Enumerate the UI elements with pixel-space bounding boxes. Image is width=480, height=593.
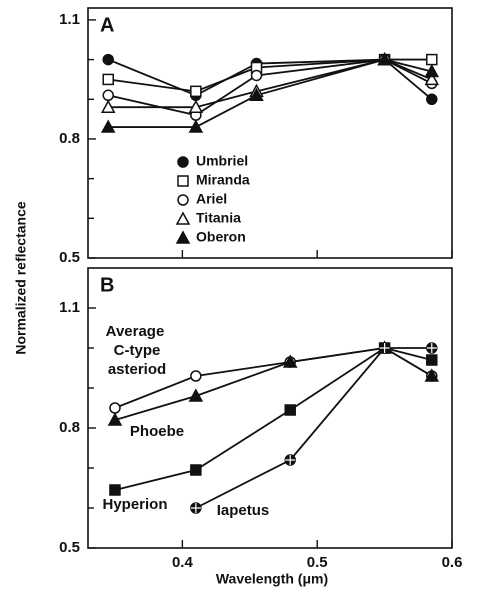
legend-label: Umbriel — [196, 153, 248, 169]
marker — [424, 63, 440, 78]
marker — [177, 194, 189, 206]
y-tick-label: 1.1 — [59, 11, 80, 28]
marker — [109, 402, 121, 414]
marker — [249, 87, 264, 102]
marker-cross — [190, 503, 201, 513]
series-line — [114, 347, 433, 421]
marker — [377, 52, 392, 66]
x-tick-label: 0.4 — [172, 554, 194, 571]
plot-frame — [87, 267, 453, 549]
marker — [100, 119, 116, 133]
marker — [424, 71, 440, 86]
y-tick-label: 0.5 — [59, 249, 80, 266]
marker — [284, 404, 296, 416]
marker — [426, 354, 438, 366]
x-axis-label: Wavelength (μm) — [216, 571, 328, 587]
marker-cross — [379, 343, 390, 353]
marker — [188, 119, 204, 133]
marker — [424, 368, 440, 382]
y-tick-label: 1.1 — [59, 299, 80, 316]
marker — [188, 99, 204, 113]
annotation: Average — [106, 323, 165, 340]
annotation: Hyperion — [102, 496, 167, 513]
marker — [190, 464, 202, 476]
legend-label: Ariel — [196, 191, 227, 207]
marker — [102, 53, 114, 66]
x-tick-label: 0.5 — [307, 554, 328, 571]
marker — [175, 230, 191, 244]
marker-cross — [426, 343, 437, 353]
series-line — [108, 58, 432, 128]
marker — [250, 69, 263, 82]
legend-label: Miranda — [196, 172, 250, 188]
y-axis-label: Normalized reflectance — [13, 201, 29, 354]
marker — [175, 211, 191, 225]
marker — [426, 93, 438, 106]
annotation: C-type — [114, 342, 161, 359]
panel-label: B — [100, 274, 114, 296]
annotation: asteriod — [108, 361, 166, 378]
y-tick-label: 0.8 — [59, 419, 80, 436]
x-tick-label: 0.6 — [442, 554, 463, 571]
annotation: Iapetus — [217, 502, 270, 519]
marker — [188, 388, 204, 402]
marker — [177, 175, 189, 187]
annotation: Phoebe — [130, 423, 184, 440]
marker — [102, 73, 114, 86]
marker — [102, 89, 114, 102]
marker — [109, 484, 121, 496]
marker — [107, 412, 123, 426]
plot-frame — [87, 7, 453, 259]
panel-label: A — [100, 14, 114, 36]
marker — [190, 85, 202, 98]
legend-label: Titania — [196, 210, 241, 226]
series-line — [107, 58, 433, 100]
marker-cross — [285, 455, 296, 465]
marker — [190, 370, 202, 382]
series-line — [114, 347, 433, 409]
y-tick-label: 0.8 — [59, 130, 80, 147]
legend-label: Oberon — [196, 229, 246, 245]
marker — [426, 53, 438, 66]
marker — [177, 156, 189, 168]
marker — [100, 99, 116, 113]
marker — [282, 354, 298, 368]
series-line — [195, 347, 432, 509]
y-tick-label: 0.5 — [59, 539, 80, 556]
